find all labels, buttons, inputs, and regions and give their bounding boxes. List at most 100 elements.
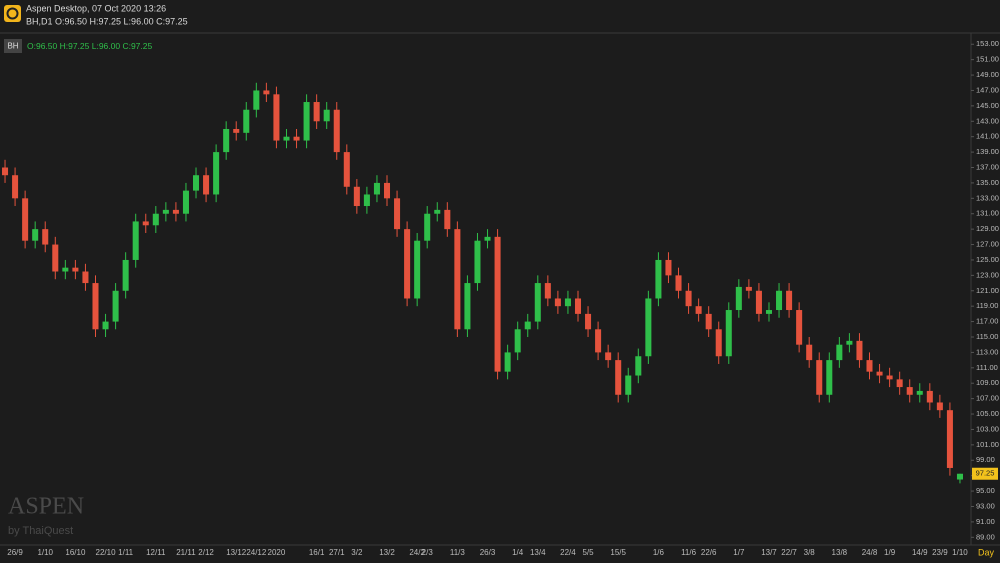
x-tick-label: 1/10	[952, 548, 968, 557]
candle-body	[72, 267, 79, 272]
symbol-badge-box	[4, 39, 22, 53]
candle-body	[434, 209, 441, 214]
x-tick-label: 26/9	[7, 548, 23, 557]
y-tick-label: 103.00	[976, 424, 999, 433]
candle-body	[836, 344, 843, 361]
candle-body	[203, 175, 210, 195]
x-tick-label: 14/9	[912, 548, 928, 557]
candle-body	[373, 182, 380, 195]
candle-body	[585, 313, 592, 330]
x-tick-label: 13/8	[832, 548, 848, 557]
watermark-sub: by ThaiQuest	[8, 525, 73, 537]
candle-body	[745, 286, 752, 291]
app-icon	[4, 5, 21, 22]
candle-body	[655, 259, 662, 299]
y-tick-label: 89.00	[976, 532, 995, 541]
candle-body	[394, 198, 401, 230]
candle-body	[665, 259, 672, 276]
candle-body	[735, 286, 742, 311]
y-tick-label: 133.00	[976, 193, 999, 202]
candle-body	[725, 310, 732, 357]
candle-body	[464, 283, 471, 330]
candle-body	[182, 190, 189, 214]
y-tick-label: 127.00	[976, 240, 999, 249]
candle-body	[122, 259, 129, 291]
x-tick-label: 12/11	[146, 548, 166, 557]
candle-body	[574, 298, 582, 314]
candle-body	[755, 290, 762, 314]
x-tick-label: 27/1	[329, 548, 345, 557]
x-tick-label: 1/10	[37, 548, 53, 557]
candle-body	[494, 236, 501, 372]
candle-body	[615, 360, 622, 395]
candle-body	[82, 271, 89, 284]
candle-body	[112, 290, 119, 322]
x-tick-label: 5/5	[582, 548, 594, 557]
candle-body	[2, 167, 9, 176]
candle-body	[876, 371, 883, 376]
candle-body	[22, 198, 29, 241]
x-tick-label: 13/7	[761, 548, 777, 557]
candle-body	[956, 473, 963, 480]
x-tick-label: 13/12	[226, 548, 247, 557]
candle-body	[32, 229, 39, 241]
candle-body	[544, 283, 551, 299]
candle-body	[504, 352, 511, 372]
candle-body	[42, 229, 49, 245]
x-tick-label: 22/4	[560, 548, 576, 557]
timeframe: Day	[978, 547, 995, 557]
candle-body	[363, 194, 370, 207]
candle-body	[162, 209, 169, 214]
x-tick-label: 2020	[268, 548, 286, 557]
candle-body	[806, 344, 813, 361]
candle-body	[454, 229, 461, 330]
y-tick-label: 115.00	[976, 332, 998, 341]
x-tick-label: 24/8	[862, 548, 878, 557]
candle-body	[856, 340, 863, 361]
candle-body	[343, 152, 350, 187]
candle-body	[846, 340, 853, 345]
candle-body	[715, 329, 722, 357]
candle-body	[866, 360, 873, 372]
y-tick-label: 93.00	[976, 501, 995, 510]
y-tick-label: 91.00	[976, 517, 995, 526]
candle-body	[916, 390, 923, 395]
x-tick-label: 11/3	[450, 548, 466, 557]
candle-body	[333, 109, 340, 153]
candle-body	[625, 375, 632, 395]
candle-body	[283, 136, 290, 141]
candle-body	[243, 109, 250, 133]
candle-body	[635, 356, 642, 376]
candle-body	[424, 213, 431, 241]
candle-body	[132, 221, 139, 260]
candle-body	[233, 128, 240, 133]
candle-body	[605, 352, 612, 361]
y-tick-label: 143.00	[976, 116, 999, 125]
x-tick-label: 1/9	[884, 548, 896, 557]
header-ohlc: BH,D1 O:96.50 H:97.25 L:96.00 C:97.25	[26, 16, 188, 26]
x-tick-label: 2/12	[198, 548, 214, 557]
candle-body	[695, 306, 702, 314]
candle-body	[92, 283, 99, 330]
candle-body	[765, 310, 772, 314]
y-tick-label: 105.00	[976, 409, 999, 418]
candle-body	[474, 240, 481, 284]
watermark: ASPEN	[8, 494, 84, 520]
candle-body	[293, 136, 300, 141]
x-tick-label: 23/9	[932, 548, 948, 557]
y-tick-label: 99.00	[976, 455, 995, 464]
x-tick-label: 1/11	[118, 548, 134, 557]
x-tick-label: 15/5	[610, 548, 626, 557]
candle-body	[896, 379, 903, 388]
y-tick-label: 109.00	[976, 378, 999, 387]
y-tick-label: 141.00	[976, 132, 999, 141]
candle-body	[213, 152, 220, 195]
y-tick-label: 151.00	[976, 55, 999, 64]
y-tick-label: 123.00	[976, 270, 999, 279]
x-tick-label: 16/10	[65, 548, 86, 557]
candle-body	[685, 290, 692, 307]
y-tick-label: 117.00	[976, 317, 998, 326]
candle-body	[816, 360, 823, 395]
